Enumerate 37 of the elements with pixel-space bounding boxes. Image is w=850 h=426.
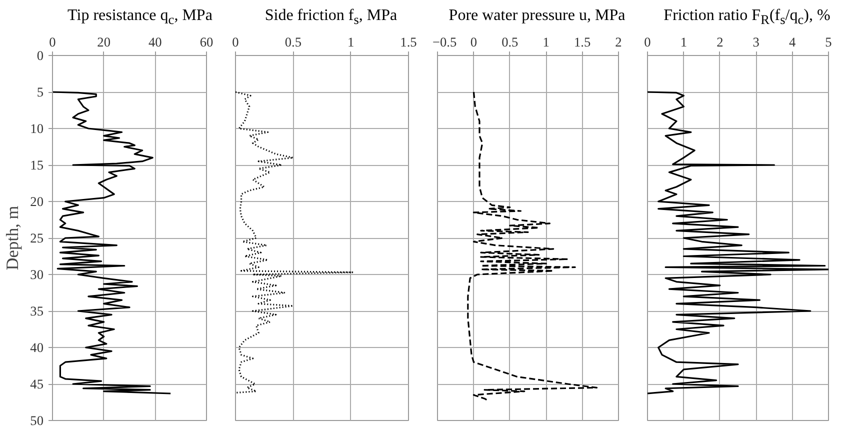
y-tick-label: 0 [36, 48, 44, 63]
y-axis-title: Depth, m [3, 205, 22, 270]
x-tick-label: 0 [232, 34, 240, 50]
x-tick-label: 1.5 [574, 34, 591, 50]
y-tick-label: 30 [30, 267, 44, 282]
chart-title: Tip resistance q$_{c}$, MPa [68, 6, 212, 30]
chart-title: Side friction f$_{s}$, MPa [264, 6, 398, 30]
x-tick-label: 20 [97, 34, 111, 50]
y-tick-label: 15 [30, 158, 44, 172]
y-tick-label: 40 [30, 340, 44, 355]
y-tick-label: 25 [30, 230, 44, 246]
line-series [52, 91, 172, 394]
y-tick-label: 50 [30, 413, 44, 426]
y-tick-label: 20 [30, 194, 44, 209]
x-tick-label: 1 [680, 34, 688, 50]
x-tick-label: 3 [752, 34, 760, 50]
chart-title: Friction ratio F$_{R}$(f$_{s}$/q$_{c}$), % [664, 6, 830, 30]
x-tick-label: −0.5 [432, 34, 458, 50]
x-tick-label: 60 [200, 34, 214, 50]
x-tick-label: 40 [148, 34, 162, 50]
x-tick-label: 2 [615, 34, 622, 50]
y-tick-label: 45 [30, 376, 44, 392]
x-tick-label: 0 [644, 34, 652, 50]
x-tick-label: 1.5 [400, 34, 418, 50]
x-tick-label: 1 [542, 34, 550, 50]
y-tick-label: 5 [36, 84, 44, 100]
x-tick-label: 0 [49, 34, 56, 50]
y-tick-label: 35 [30, 304, 44, 318]
x-tick-label: 0.5 [502, 34, 519, 50]
chart-title: Pore water pressure u, MPa [448, 6, 626, 26]
x-tick-label: 0.5 [284, 34, 302, 50]
y-tick-label: 10 [30, 121, 44, 136]
x-tick-label: 5 [825, 34, 832, 50]
x-tick-label: 4 [788, 34, 796, 50]
x-tick-label: 2 [716, 34, 724, 50]
x-tick-label: 1 [348, 34, 354, 50]
x-tick-label: 0 [470, 34, 478, 50]
